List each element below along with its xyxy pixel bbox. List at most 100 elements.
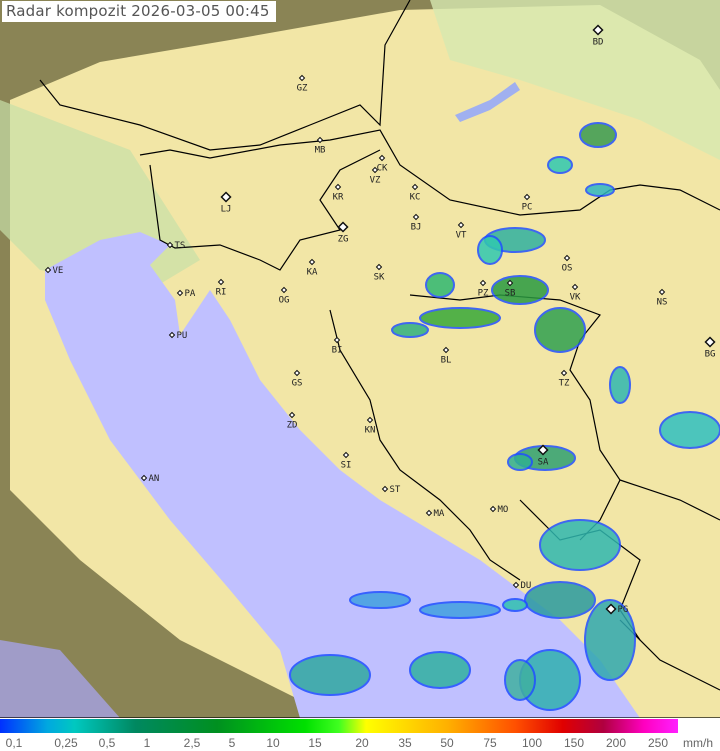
station-label: ST bbox=[390, 485, 401, 495]
station-pz: PZ bbox=[478, 279, 489, 299]
station-label: BJ bbox=[411, 223, 422, 233]
station-zg: ZG bbox=[337, 221, 349, 245]
station-st: ST bbox=[381, 485, 401, 495]
station-marker-icon bbox=[217, 278, 225, 286]
station-marker-icon bbox=[523, 193, 531, 201]
station-label: SA bbox=[538, 458, 549, 468]
station-sb: SB bbox=[505, 279, 516, 299]
rain-echo bbox=[289, 654, 371, 696]
precipitation-echoes bbox=[289, 122, 720, 711]
station-marker-icon bbox=[378, 154, 386, 162]
station-marker-icon bbox=[298, 74, 306, 82]
rain-echo bbox=[547, 156, 573, 174]
station-pg: PG bbox=[605, 603, 629, 615]
station-gs: GS bbox=[292, 369, 302, 389]
station-ck: CK bbox=[377, 154, 388, 174]
rain-echo bbox=[491, 275, 549, 305]
rain-echo bbox=[579, 122, 617, 148]
station-marker-icon bbox=[176, 289, 184, 297]
precipitation-color-scale bbox=[0, 719, 678, 733]
station-marker-icon bbox=[333, 336, 341, 344]
rain-echo bbox=[507, 453, 533, 471]
station-vz: VZ bbox=[370, 166, 381, 186]
station-gz: GZ bbox=[297, 74, 308, 94]
station-lj: LJ bbox=[220, 191, 232, 215]
station-si: SI bbox=[341, 451, 351, 471]
station-marker-icon bbox=[658, 288, 666, 296]
station-marker-icon bbox=[489, 505, 497, 513]
station-label: GZ bbox=[297, 84, 308, 94]
station-marker-icon bbox=[563, 254, 571, 262]
station-marker-icon bbox=[411, 183, 419, 191]
station-label: PA bbox=[185, 289, 196, 299]
rain-echo bbox=[419, 601, 501, 619]
scale-tick-label: 75 bbox=[483, 736, 497, 750]
station-label: OS bbox=[562, 264, 573, 274]
station-pa: PA bbox=[176, 289, 196, 299]
station-marker-icon bbox=[308, 258, 316, 266]
scale-tick-label: 0,25 bbox=[54, 736, 78, 750]
station-du: DU bbox=[512, 581, 532, 591]
station-label: TZ bbox=[559, 379, 570, 389]
station-og: OG bbox=[279, 286, 289, 306]
station-ri: RI bbox=[216, 278, 227, 298]
lake-balaton bbox=[455, 82, 520, 122]
station-label: PC bbox=[522, 203, 533, 213]
station-marker-icon bbox=[342, 451, 350, 459]
station-label: KN bbox=[365, 426, 376, 436]
station-marker-icon bbox=[560, 369, 568, 377]
station-marker-icon bbox=[425, 509, 433, 517]
station-mb: MB bbox=[315, 136, 326, 156]
station-label: PU bbox=[177, 331, 188, 341]
station-marker-icon bbox=[412, 213, 420, 221]
station-marker-icon bbox=[168, 331, 176, 339]
station-label: MO bbox=[498, 505, 509, 515]
station-label: VZ bbox=[370, 176, 381, 186]
station-label: BL bbox=[441, 356, 452, 366]
station-bl: BL bbox=[441, 346, 452, 366]
station-label: VE bbox=[53, 266, 64, 276]
scale-tick-label: 2,5 bbox=[183, 736, 201, 750]
scale-tick-label: 0,5 bbox=[98, 736, 116, 750]
station-sa: SA bbox=[537, 444, 549, 468]
station-marker-icon bbox=[140, 474, 148, 482]
rain-echo bbox=[425, 272, 455, 298]
station-label: PG bbox=[618, 605, 629, 615]
station-label: SB bbox=[505, 289, 516, 299]
station-pu: PU bbox=[168, 331, 188, 341]
scale-tick-label: 0,1 bbox=[5, 736, 23, 750]
station-ns: NS bbox=[657, 288, 667, 308]
station-label: ZD bbox=[287, 421, 298, 431]
rain-echo bbox=[409, 651, 471, 689]
station-label: KR bbox=[333, 193, 344, 203]
station-label: DU bbox=[521, 581, 532, 591]
scale-tick-label: 50 bbox=[440, 736, 454, 750]
station-label: PZ bbox=[478, 289, 489, 299]
rain-echo bbox=[477, 235, 503, 265]
station-sk: SK bbox=[374, 263, 385, 283]
station-label: MB bbox=[315, 146, 326, 156]
station-marker-icon bbox=[293, 369, 301, 377]
station-label: SK bbox=[374, 273, 385, 283]
rain-echo bbox=[534, 307, 586, 353]
station-marker-icon bbox=[337, 221, 349, 233]
station-marker-icon bbox=[366, 416, 374, 424]
rain-echo bbox=[539, 519, 621, 571]
scale-unit-label: mm/h bbox=[683, 736, 713, 750]
station-kn: KN bbox=[365, 416, 376, 436]
scale-tick-label: 100 bbox=[521, 736, 543, 750]
rain-echo bbox=[502, 598, 528, 612]
station-label: KC bbox=[410, 193, 421, 203]
station-ve: VE bbox=[44, 266, 64, 276]
station-bd: BD bbox=[592, 24, 604, 48]
rain-echo bbox=[584, 599, 636, 681]
scale-tick-label: 15 bbox=[308, 736, 322, 750]
rain-echo bbox=[585, 183, 615, 197]
station-pc: PC bbox=[522, 193, 533, 213]
station-label: RI bbox=[216, 288, 227, 298]
station-marker-icon bbox=[537, 444, 549, 456]
station-marker-icon bbox=[288, 411, 296, 419]
scale-tick-label: 20 bbox=[355, 736, 369, 750]
radar-map: BD GZ MB CK VZ KR KC LJ ZG BJ VT PC TS VE RI KA SK OS PA OG… bbox=[0, 0, 720, 718]
station-an: AN bbox=[140, 474, 159, 484]
